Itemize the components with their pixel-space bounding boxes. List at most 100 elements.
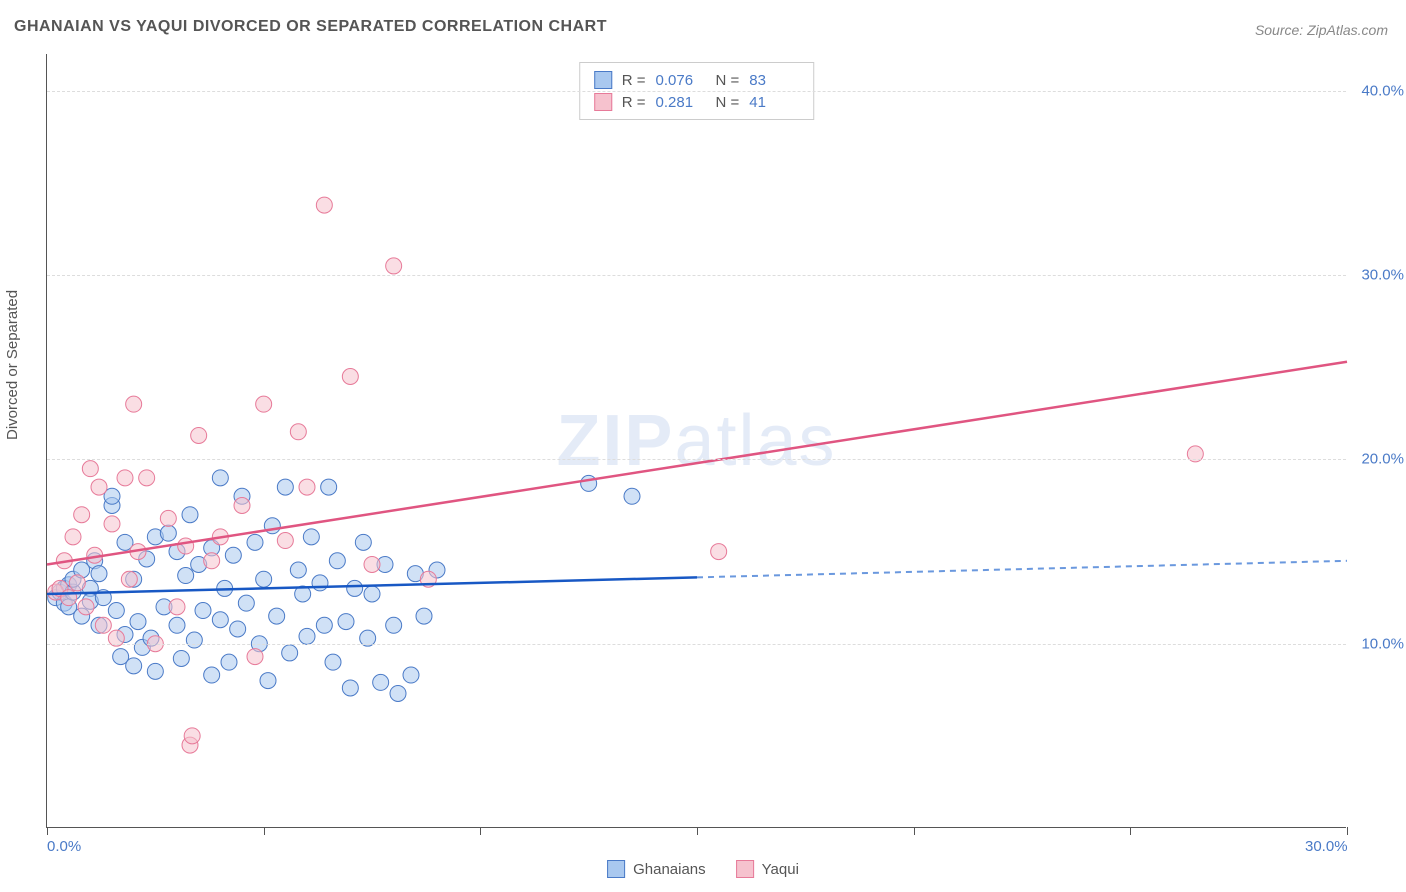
swatch-ghanaians-icon (607, 860, 625, 878)
data-point (416, 608, 432, 624)
data-point (169, 617, 185, 633)
data-point (121, 571, 137, 587)
data-point (303, 529, 319, 545)
data-point (178, 568, 194, 584)
data-point (386, 258, 402, 274)
data-point (312, 575, 328, 591)
data-point (212, 612, 228, 628)
data-point (277, 533, 293, 549)
data-point (160, 510, 176, 526)
chart-source: Source: ZipAtlas.com (1255, 22, 1388, 38)
data-point (711, 544, 727, 560)
gridline (47, 91, 1346, 92)
x-tick (1130, 827, 1131, 835)
chart-container: GHANAIAN VS YAQUI DIVORCED OR SEPARATED … (0, 0, 1406, 892)
data-point (186, 632, 202, 648)
plot-area: ZIPatlas R = 0.076 N = 83 R = 0.281 N = … (46, 54, 1346, 828)
data-point (256, 571, 272, 587)
gridline (47, 644, 1346, 645)
data-point (78, 599, 94, 615)
x-tick (47, 827, 48, 835)
data-point (290, 424, 306, 440)
data-point (299, 628, 315, 644)
data-point (247, 534, 263, 550)
data-point (69, 575, 85, 591)
data-point (342, 369, 358, 385)
chart-title: GHANAIAN VS YAQUI DIVORCED OR SEPARATED … (14, 18, 607, 36)
data-point (91, 479, 107, 495)
data-point (74, 507, 90, 523)
data-point (212, 470, 228, 486)
data-point (321, 479, 337, 495)
data-point (338, 614, 354, 630)
legend-item-ghanaians: Ghanaians (607, 860, 706, 878)
x-tick (914, 827, 915, 835)
swatch-yaqui-icon (736, 860, 754, 878)
data-point (221, 654, 237, 670)
data-point (191, 427, 207, 443)
data-point (282, 645, 298, 661)
data-point (178, 538, 194, 554)
y-tick-label: 10.0% (1361, 635, 1404, 652)
data-point (342, 680, 358, 696)
data-point (182, 507, 198, 523)
data-point (316, 617, 332, 633)
legend-item-yaqui: Yaqui (736, 860, 799, 878)
y-tick-label: 20.0% (1361, 451, 1404, 468)
data-point (184, 728, 200, 744)
data-point (581, 475, 597, 491)
data-point (364, 586, 380, 602)
data-point (126, 396, 142, 412)
data-point (316, 197, 332, 213)
data-point (95, 617, 111, 633)
trend-line (47, 362, 1347, 565)
data-point (126, 658, 142, 674)
data-point (234, 498, 250, 514)
data-point (82, 461, 98, 477)
data-point (104, 516, 120, 532)
data-point (290, 562, 306, 578)
data-point (91, 566, 107, 582)
y-tick-label: 30.0% (1361, 267, 1404, 284)
x-tick (697, 827, 698, 835)
data-point (169, 599, 185, 615)
data-point (624, 488, 640, 504)
x-tick-label: 30.0% (1305, 838, 1348, 855)
data-point (204, 553, 220, 569)
data-point (373, 674, 389, 690)
data-point (256, 396, 272, 412)
data-point (325, 654, 341, 670)
data-point (386, 617, 402, 633)
x-tick (264, 827, 265, 835)
y-axis-title: Divorced or Separated (4, 290, 21, 440)
data-point (108, 603, 124, 619)
data-point (403, 667, 419, 683)
data-point (230, 621, 246, 637)
data-point (329, 553, 345, 569)
x-tick-label: 0.0% (47, 838, 81, 855)
data-point (225, 547, 241, 563)
data-point (238, 595, 254, 611)
x-tick (1347, 827, 1348, 835)
data-point (204, 667, 220, 683)
data-point (139, 470, 155, 486)
data-point (269, 608, 285, 624)
gridline (47, 459, 1346, 460)
x-tick (480, 827, 481, 835)
data-point (173, 650, 189, 666)
data-point (195, 603, 211, 619)
data-point (364, 556, 380, 572)
data-point (277, 479, 293, 495)
y-tick-label: 40.0% (1361, 82, 1404, 99)
data-point (390, 685, 406, 701)
scatter-svg (47, 54, 1346, 827)
series-legend: Ghanaians Yaqui (607, 860, 799, 878)
data-point (299, 479, 315, 495)
trend-line (697, 561, 1347, 578)
data-point (147, 663, 163, 679)
data-point (130, 614, 146, 630)
data-point (347, 580, 363, 596)
data-point (260, 673, 276, 689)
data-point (65, 529, 81, 545)
gridline (47, 275, 1346, 276)
